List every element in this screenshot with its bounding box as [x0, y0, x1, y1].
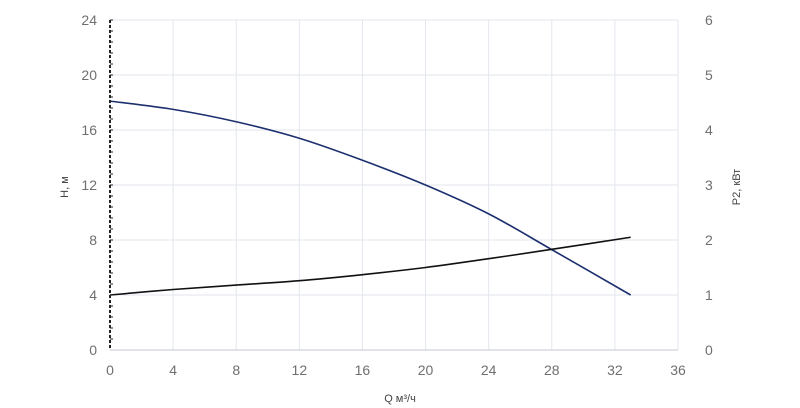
- y2-axis-label: P2, кВт: [731, 169, 743, 205]
- x-tick-label: 24: [481, 362, 497, 378]
- y2-tick-label: 0: [705, 342, 713, 358]
- x-tick-label: 28: [544, 362, 560, 378]
- y2-tick-label: 2: [705, 232, 713, 248]
- head-curve-line: [109, 100, 632, 296]
- x-tick-label: 4: [169, 362, 177, 378]
- x-axis-label: Q м³/ч: [384, 393, 416, 405]
- y2-tick-label: 3: [705, 177, 713, 193]
- y2-tick-label: 4: [705, 122, 713, 138]
- y-axis-label: H, м: [59, 176, 71, 198]
- y-tick-label: 4: [89, 287, 97, 303]
- x-tick-label: 20: [418, 362, 434, 378]
- y-tick-label: 24: [81, 12, 97, 28]
- x-tick-label: 32: [607, 362, 623, 378]
- y-tick-label: 20: [81, 67, 97, 83]
- y2-tick-label: 1: [705, 287, 713, 303]
- y2-tick-label: 6: [705, 12, 713, 28]
- grid: [109, 19, 679, 351]
- y-tick-label: 0: [89, 342, 97, 358]
- y2-tick-label: 5: [705, 67, 713, 83]
- x-tick-label: 36: [670, 362, 686, 378]
- power-curve-line: [109, 236, 631, 296]
- x-tick-label: 16: [355, 362, 371, 378]
- y-tick-label: 12: [81, 177, 97, 193]
- y-tick-label: 16: [81, 122, 97, 138]
- x-tick-label: 12: [292, 362, 308, 378]
- x-tick-label: 8: [232, 362, 240, 378]
- x-tick-label: 0: [106, 362, 114, 378]
- series: [109, 100, 632, 296]
- y-tick-label: 8: [89, 232, 97, 248]
